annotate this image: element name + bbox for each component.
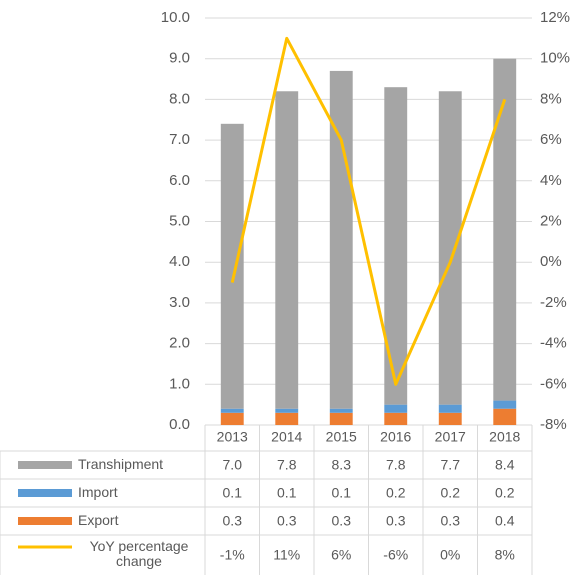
bar [438,404,462,413]
bar [275,408,299,413]
y-tick-label: 2.0 [169,335,190,352]
y2-tick-label: -6% [540,375,567,392]
data-label: 0.2 [386,485,406,501]
bar [220,408,244,413]
data-label: 0.3 [441,513,461,529]
bar [220,123,244,409]
data-label: 8.3 [332,457,352,473]
data-label: 7.8 [386,457,406,473]
bar [220,412,244,425]
bar [438,91,462,405]
legend-label: Import [78,484,118,500]
y2-tick-label: 10% [540,50,570,67]
y2-tick-label: -2% [540,294,567,311]
bar [493,400,517,409]
data-label: -6% [383,547,408,563]
x-tick-label: 2013 [217,429,248,445]
y-tick-label: 0.0 [169,416,190,433]
bar [329,412,353,425]
y2-tick-label: -4% [540,335,567,352]
x-tick-label: 2015 [326,429,357,445]
data-label: 7.7 [441,457,461,473]
legend-label: Transhipment [78,456,164,472]
legend-label: YoY percentage change [89,538,189,569]
y-tick-label: 8.0 [169,90,190,107]
bar [275,412,299,425]
x-tick-label: 2014 [271,429,302,445]
y2-tick-label: 12% [540,9,570,26]
legend-key [18,489,72,497]
data-label: 0.1 [223,485,243,501]
data-label: 6% [331,547,351,563]
y-tick-label: 5.0 [169,212,190,229]
y2-tick-label: 2% [540,212,562,229]
y2-tick-label: 8% [540,90,562,107]
legend-key [18,517,72,525]
data-label: 0.3 [386,513,406,529]
data-label: 11% [273,547,300,563]
y-tick-label: 3.0 [169,294,190,311]
bar [329,408,353,413]
legend-label: Export [78,512,119,528]
y2-tick-label: 0% [540,253,562,270]
y2-tick-label: 6% [540,131,562,148]
bar [493,408,517,425]
y2-tick-label: 4% [540,172,562,189]
bar [493,58,517,401]
x-tick-label: 2018 [489,429,520,445]
data-label: 0% [440,547,460,563]
bar [329,70,353,409]
data-label: 0.3 [332,513,352,529]
data-label: 8.4 [495,457,515,473]
bar [384,412,408,425]
data-label: 0.4 [495,513,515,529]
line [230,36,507,386]
data-label: 8% [495,547,515,563]
x-tick-label: 2016 [380,429,411,445]
bar [438,412,462,425]
y-tick-label: 10.0 [161,9,190,26]
x-tick-label: 2017 [435,429,466,445]
legend-key [18,461,72,469]
y-tick-label: 6.0 [169,172,190,189]
bar [384,404,408,413]
bar [275,91,299,409]
data-label: 0.1 [277,485,297,501]
data-label: -1% [220,547,245,563]
bar [384,87,408,405]
data-label: 0.2 [441,485,461,501]
data-label: 0.3 [277,513,297,529]
y-tick-label: 9.0 [169,50,190,67]
y-tick-label: 7.0 [169,131,190,148]
data-label: 0.3 [223,513,243,529]
y2-tick-label: -8% [540,416,567,433]
data-label: 7.0 [223,457,243,473]
data-label: 0.2 [495,485,515,501]
data-label: 0.1 [332,485,352,501]
y-tick-label: 4.0 [169,253,190,270]
y-tick-label: 1.0 [169,375,190,392]
data-label: 7.8 [277,457,297,473]
